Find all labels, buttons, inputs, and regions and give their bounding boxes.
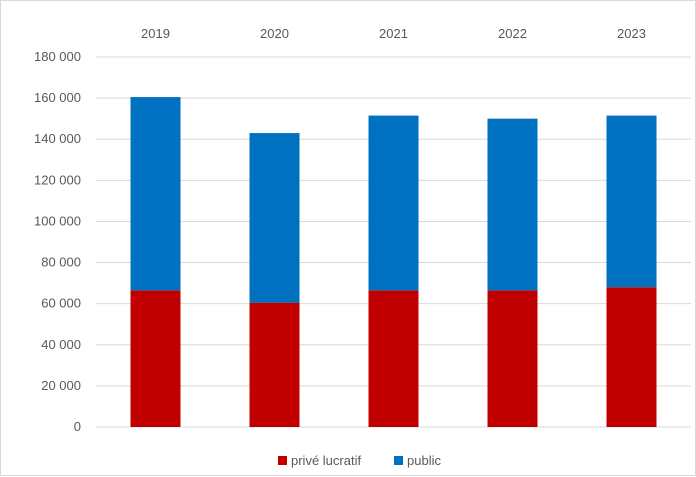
y-tick-label: 180 000 <box>34 49 81 64</box>
y-axis-tick-labels: 0 20 000 40 000 60 000 80 000 100 000 120 000 1… <box>34 49 81 434</box>
y-tick-label: 160 000 <box>34 90 81 105</box>
category-label-2023: 2023 <box>617 26 646 41</box>
y-tick-label: 120 000 <box>34 172 81 187</box>
bar-2022-public <box>487 118 538 291</box>
bar-2019-public <box>130 97 181 291</box>
bar-2021-public <box>368 115 419 291</box>
legend-label: privé lucratif <box>291 453 361 468</box>
category-label-2020: 2020 <box>260 26 289 41</box>
y-tick-label: 20 000 <box>41 378 81 393</box>
legend-swatch <box>394 456 403 465</box>
y-tick-label: 0 <box>74 419 81 434</box>
y-tick-label: 140 000 <box>34 131 81 146</box>
category-label-2021: 2021 <box>379 26 408 41</box>
bar-2023-public <box>606 115 657 288</box>
bar-2021-prive-lucratif <box>368 290 419 427</box>
y-tick-label: 40 000 <box>41 337 81 352</box>
y-tick-label: 100 000 <box>34 213 81 228</box>
category-label-2019: 2019 <box>141 26 170 41</box>
legend: privé lucratif public <box>278 453 441 468</box>
legend-label: public <box>407 453 441 468</box>
bar-2023-prive-lucratif <box>606 287 657 427</box>
x-axis-category-labels: 2019 2020 2021 2022 2023 <box>141 26 646 41</box>
bars <box>130 97 657 427</box>
bar-2020-prive-lucratif <box>249 302 300 427</box>
y-tick-label: 60 000 <box>41 296 81 311</box>
bar-2019-prive-lucratif <box>130 290 181 427</box>
bar-2020-public <box>249 133 300 303</box>
y-tick-label: 80 000 <box>41 255 81 270</box>
category-label-2022: 2022 <box>498 26 527 41</box>
bar-2022-prive-lucratif <box>487 290 538 427</box>
legend-swatch <box>278 456 287 465</box>
